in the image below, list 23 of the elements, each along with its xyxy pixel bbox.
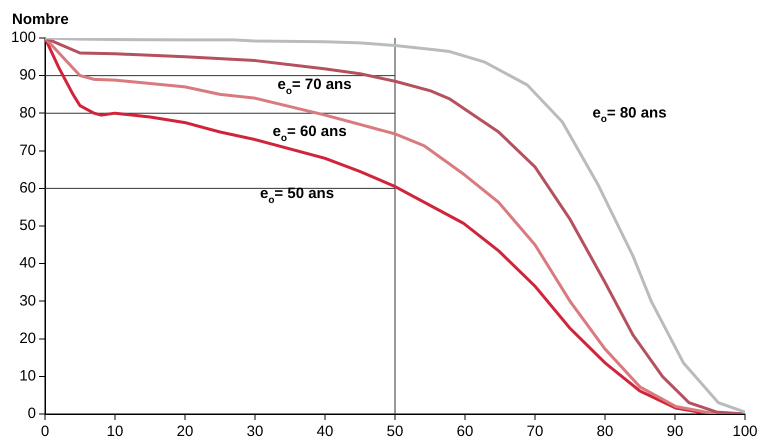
y-tick-label: 20 xyxy=(19,330,36,347)
y-tick-label: 40 xyxy=(19,254,36,272)
y-tick-label: 10 xyxy=(19,368,36,385)
y-tick-label: 60 xyxy=(19,180,36,197)
y-tick-label: 80 xyxy=(19,104,36,122)
y-tick-label: 70 xyxy=(19,142,36,159)
y-tick-label: 50 xyxy=(19,217,36,234)
x-tick-label: 30 xyxy=(246,423,264,440)
x-tick-label: 20 xyxy=(176,423,194,440)
x-tick-label: 70 xyxy=(526,423,544,440)
y-tick-label: 90 xyxy=(19,66,36,84)
x-tick-label: 50 xyxy=(386,423,404,440)
y-tick-label: 30 xyxy=(19,292,36,310)
x-tick-label: 40 xyxy=(316,423,334,440)
x-tick-label: 90 xyxy=(666,423,684,440)
x-tick-label: 80 xyxy=(596,423,614,440)
x-tick-label: 10 xyxy=(106,423,124,440)
y-tick-label: 0 xyxy=(28,405,36,422)
x-tick-label: 60 xyxy=(456,423,474,440)
x-tick-label: 0 xyxy=(40,423,50,440)
x-tick-label: 100 xyxy=(732,423,758,440)
y-tick-label: 100 xyxy=(10,29,36,46)
y-axis-title: Nombre xyxy=(12,11,69,28)
